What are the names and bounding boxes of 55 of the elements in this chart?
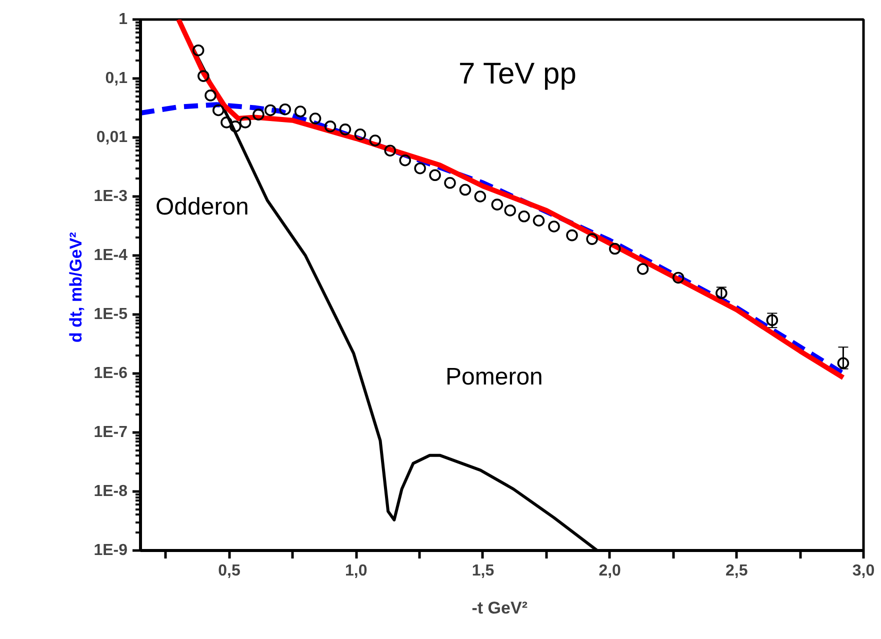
point [369,134,382,146]
y-tick-label: 1E-4 [94,247,128,264]
y-axis-title: d dt, mb/GeV² [66,232,86,343]
point [474,190,486,202]
text: 7 TeV pp [458,58,576,90]
point [220,116,232,128]
point [586,233,598,245]
y-tick-label: 1 [118,11,128,28]
point [504,204,516,216]
x-tick-label: 1,5 [472,562,494,580]
x-tick-label: 2,5 [726,562,748,580]
point [837,357,850,369]
y-tick-label: 1E-3 [94,188,128,205]
point [444,177,456,189]
x-axis-title: -t GeV² [472,598,528,618]
point [608,242,621,255]
point [279,103,291,116]
x-tick-label: 0,5 [218,562,241,580]
point [354,128,366,140]
point [294,106,306,118]
y-tick-label: 1E-8 [94,483,128,500]
y-tick-label: 1E-6 [94,365,128,382]
point [239,116,252,128]
annotation: Odderon [156,194,249,220]
annotation: Pomeron [446,364,543,390]
x-tick-label: 1,0 [345,562,368,580]
y-tick-label: 1E-9 [94,542,128,559]
point [491,198,504,210]
point [636,263,649,275]
point [414,162,426,174]
point [212,104,224,116]
point [339,124,352,136]
point [566,229,578,242]
point [309,112,322,124]
y-tick-label: 0,1 [105,70,128,87]
point [229,120,242,132]
point [518,210,530,222]
point [548,220,560,232]
point [192,44,204,56]
point [532,214,545,227]
point [384,144,396,156]
point [252,108,264,120]
point [459,184,472,196]
y-tick-label: 0,01 [96,129,128,146]
point [264,104,276,116]
point [429,169,441,182]
point [204,90,216,102]
point [399,154,411,166]
point [198,70,210,82]
point [324,120,336,132]
point [672,272,684,284]
y-tick-label: 1E-7 [94,424,128,441]
x-tick-label: 2,0 [598,562,622,580]
x-tick-label: 3,0 [852,562,875,580]
y-tick-label: 1E-5 [94,306,128,323]
